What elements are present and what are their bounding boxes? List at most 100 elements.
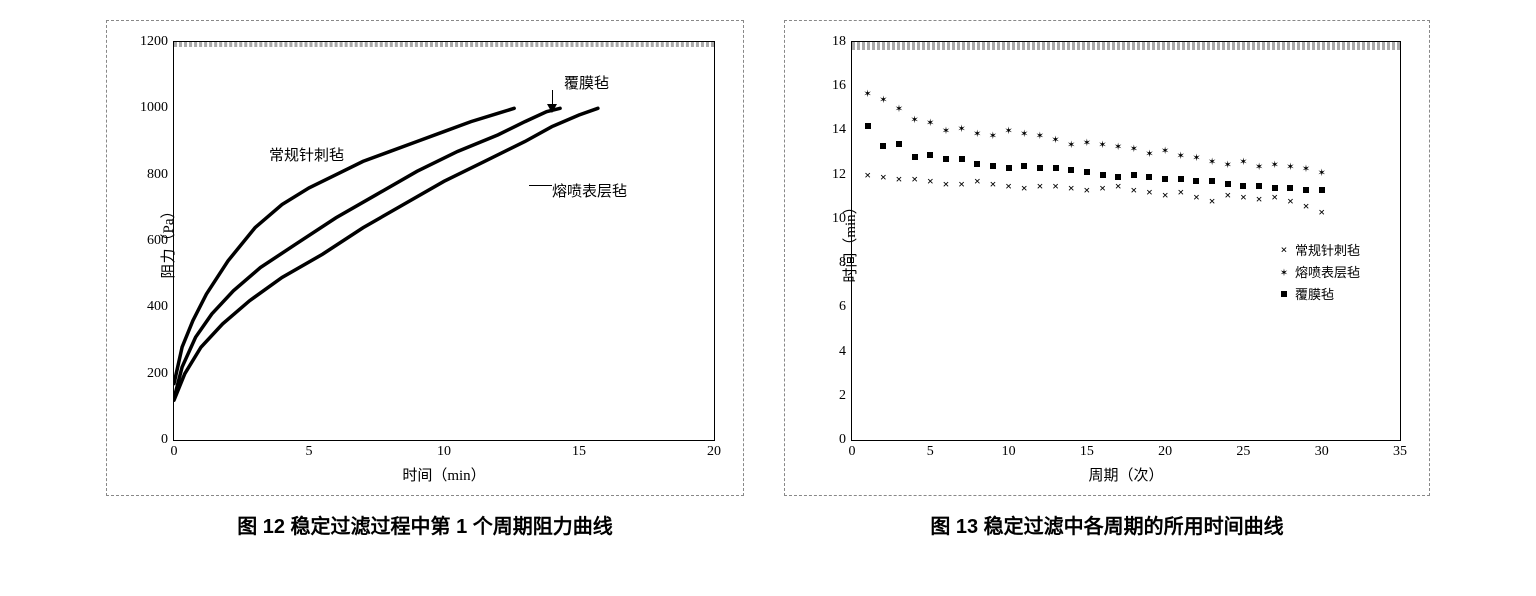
chart12-box: 02004006008001000120005101520阻力（Pa）时间（mi…: [106, 20, 744, 496]
point-square: [1131, 172, 1137, 178]
point-x: ×: [1256, 193, 1263, 204]
point-star: ✶: [1021, 127, 1028, 139]
ytick: 4: [839, 344, 852, 360]
point-star: ✶: [1036, 129, 1043, 141]
point-square: [865, 123, 871, 129]
point-x: ×: [1115, 180, 1122, 191]
ytick: 200: [147, 366, 174, 382]
point-square: [912, 154, 918, 160]
xtick: 30: [1315, 440, 1329, 460]
xtick: 15: [1080, 440, 1094, 460]
point-star: ✶: [974, 127, 981, 139]
point-x: ×: [1099, 182, 1106, 193]
point-star: ✶: [1193, 151, 1200, 163]
xtick: 10: [1002, 440, 1016, 460]
point-square: [1319, 187, 1325, 193]
point-star: ✶: [989, 129, 996, 141]
chart13-box: 02468101214161805101520253035时间（min）周期（次…: [784, 20, 1430, 496]
point-square: [927, 152, 933, 158]
point-x: ×: [943, 178, 950, 189]
point-square: [1193, 178, 1199, 184]
point-square: [1146, 174, 1152, 180]
point-star: ✶: [1208, 155, 1215, 167]
point-x: ×: [1084, 185, 1091, 196]
ytick: 6: [839, 299, 852, 315]
legend-label: 常规针刺毡: [1295, 240, 1360, 259]
ytick: 12: [832, 167, 852, 183]
point-star: ✶: [895, 102, 902, 114]
x-axis-label: 时间（min）: [402, 464, 485, 485]
point-square: [990, 163, 996, 169]
xtick: 0: [849, 440, 856, 460]
ytick: 2: [839, 388, 852, 404]
legend-label: 熔喷表层毡: [1295, 262, 1360, 281]
point-x: ×: [896, 174, 903, 185]
point-star: ✶: [1287, 160, 1294, 172]
point-x: ×: [1287, 196, 1294, 207]
xtick: 0: [171, 440, 178, 460]
point-x: ×: [1240, 191, 1247, 202]
point-square: [1006, 165, 1012, 171]
point-square: [1209, 178, 1215, 184]
point-star: ✶: [1255, 160, 1262, 172]
point-x: ×: [1209, 196, 1216, 207]
point-x: ×: [927, 176, 934, 187]
annotation: 熔喷表层毡: [552, 180, 627, 201]
point-x: ×: [990, 178, 997, 189]
point-square: [1084, 169, 1090, 175]
y-axis-label: 时间（min）: [839, 199, 860, 282]
chart13-caption: 图 13 稳定过滤中各周期的所用时间曲线: [930, 510, 1283, 539]
point-x: ×: [911, 174, 918, 185]
point-square: [1162, 176, 1168, 182]
ytick: 1000: [140, 100, 174, 116]
point-star: ✶: [958, 122, 965, 134]
point-star: ✶: [1130, 142, 1137, 154]
point-star: ✶: [1177, 149, 1184, 161]
xtick: 5: [306, 440, 313, 460]
point-star: ✶: [880, 93, 887, 105]
point-x: ×: [958, 178, 965, 189]
point-star: ✶: [942, 124, 949, 136]
point-x: ×: [1052, 180, 1059, 191]
legend-label: 覆膜毡: [1295, 284, 1334, 303]
point-x: ×: [1068, 182, 1075, 193]
figure-12: 02004006008001000120005101520阻力（Pa）时间（mi…: [106, 20, 744, 539]
point-x: ×: [974, 176, 981, 187]
point-star: ✶: [1115, 140, 1122, 152]
legend-item: 覆膜毡: [1279, 284, 1360, 303]
ytick: 14: [832, 122, 852, 138]
x-axis-label: 周期（次）: [1088, 464, 1163, 485]
chart12-caption: 图 12 稳定过滤过程中第 1 个周期阻力曲线: [237, 510, 613, 539]
ytick: 800: [147, 167, 174, 183]
point-star: ✶: [927, 116, 934, 128]
xtick: 5: [927, 440, 934, 460]
point-x: ×: [1271, 191, 1278, 202]
point-square: [1068, 167, 1074, 173]
point-star: ✶: [1224, 158, 1231, 170]
xtick: 25: [1236, 440, 1250, 460]
point-star: ✶: [1052, 133, 1059, 145]
point-x: ×: [1318, 207, 1325, 218]
point-star: ✶: [1318, 166, 1325, 178]
legend-item: ✶熔喷表层毡: [1279, 262, 1360, 281]
point-star: ✶: [1083, 136, 1090, 148]
point-x: ×: [1162, 189, 1169, 200]
ytick: 1200: [140, 34, 174, 50]
point-square: [1053, 165, 1059, 171]
point-x: ×: [1177, 187, 1184, 198]
xtick: 15: [572, 440, 586, 460]
point-x: ×: [880, 171, 887, 182]
point-square: [959, 156, 965, 162]
point-square: [974, 161, 980, 167]
point-square: [880, 143, 886, 149]
point-star: ✶: [1162, 144, 1169, 156]
point-x: ×: [1224, 189, 1231, 200]
point-star: ✶: [864, 87, 871, 99]
point-x: ×: [864, 169, 871, 180]
point-square: [896, 141, 902, 147]
annotation: 常规针刺毡: [269, 144, 344, 165]
xtick: 20: [707, 440, 721, 460]
point-x: ×: [1193, 191, 1200, 202]
point-square: [1272, 185, 1278, 191]
point-square: [1115, 174, 1121, 180]
